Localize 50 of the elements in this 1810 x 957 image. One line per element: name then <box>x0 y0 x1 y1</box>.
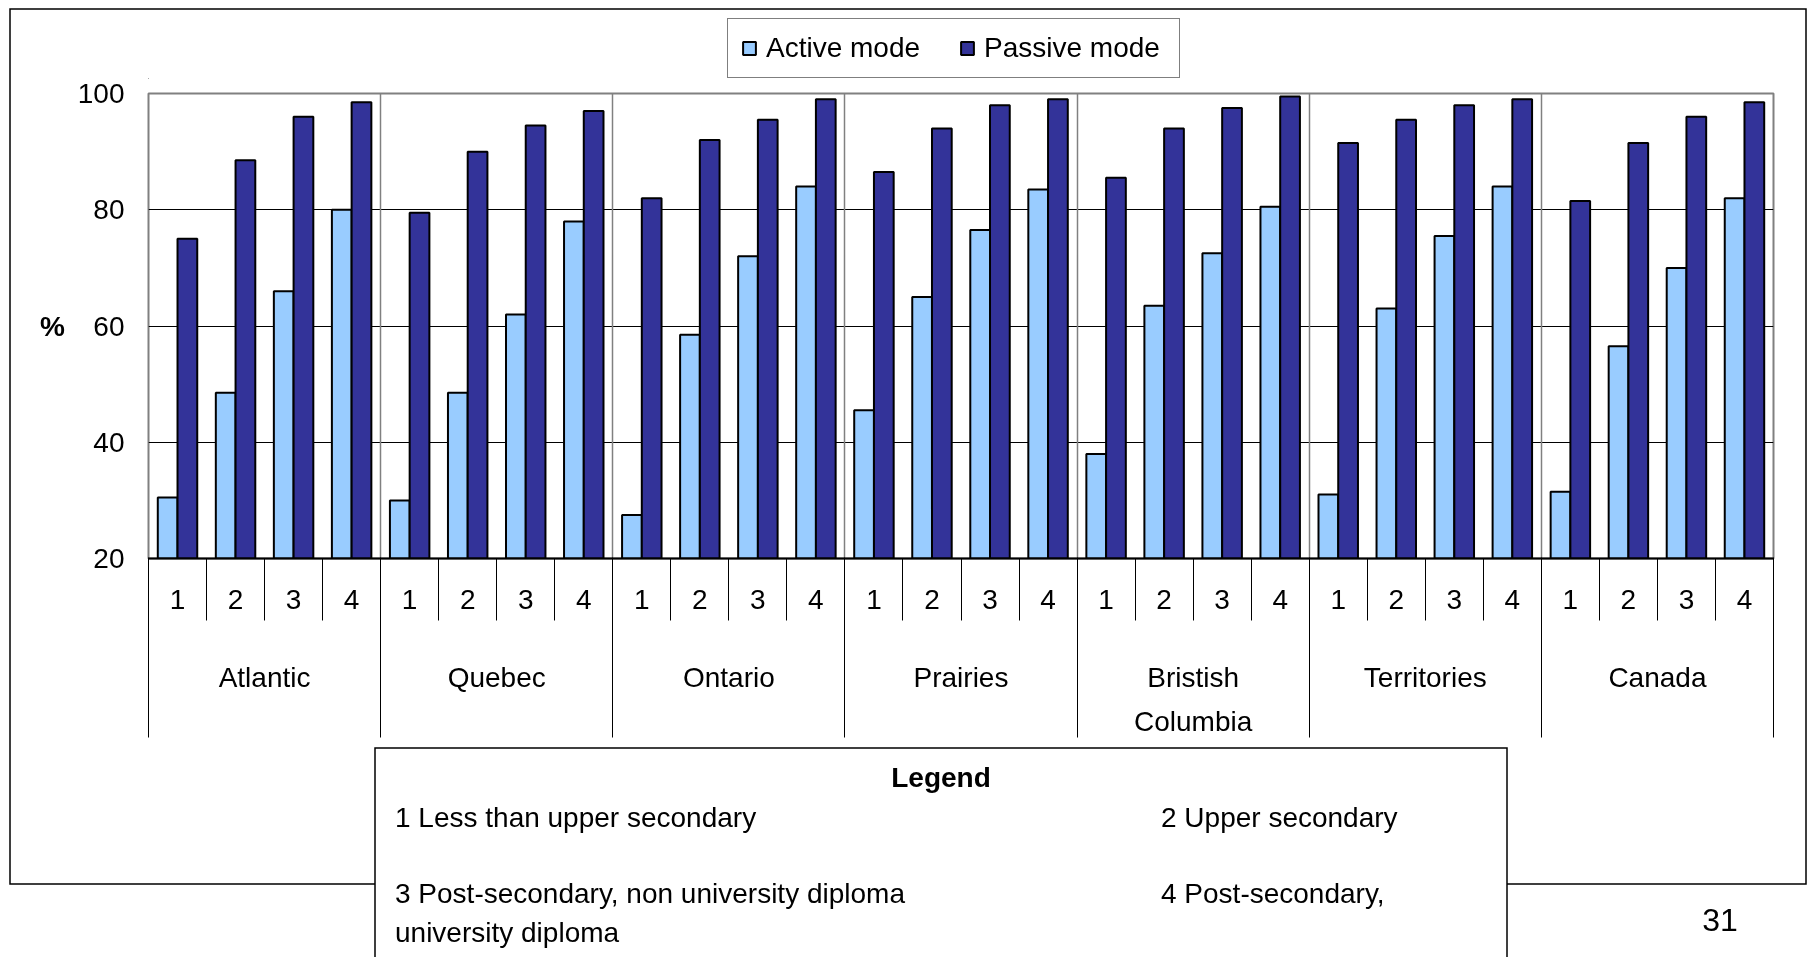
x-tick-label: 3 <box>982 583 998 615</box>
x-tick-label: 3 <box>1214 583 1230 615</box>
y-tick-label: 20 <box>93 543 125 574</box>
x-tick-label: 4 <box>343 583 360 615</box>
text: 3 Post-secondary, non university diploma <box>395 877 906 909</box>
x-tick-label: 2 <box>1620 583 1637 615</box>
y-tick-label: 40 <box>93 426 125 458</box>
text: Quebec <box>447 661 546 693</box>
text: Legend <box>891 761 991 793</box>
text: 4 Post-secondary, <box>1161 877 1385 909</box>
text: Bristish Columbia <box>1134 661 1253 737</box>
text: 2 Upper secondary <box>1161 801 1398 833</box>
x-tick-label: 1 <box>1330 583 1347 615</box>
x-tick-label: 2 <box>924 583 940 615</box>
text: Prairies <box>913 661 1009 693</box>
text: 1 Less than upper secondary <box>395 801 757 833</box>
x-tick-label: 2 <box>227 583 244 615</box>
text: Territories <box>1363 661 1487 693</box>
x-tick-label: 2 <box>692 583 708 615</box>
x-tick-label: 2 <box>1388 583 1405 615</box>
x-tick-label: 4 <box>1040 583 1056 615</box>
x-tick-label: 4 <box>1736 583 1753 615</box>
legend-label: Active mode <box>766 32 922 64</box>
text: Ontario <box>682 661 775 693</box>
x-tick-label: 3 <box>1678 583 1695 615</box>
y-tick-label: 80 <box>93 194 125 226</box>
x-tick-label: 3 <box>517 583 534 615</box>
y-axis-title: % <box>39 310 65 342</box>
x-tick-label: 1 <box>401 583 418 615</box>
text: 31 <box>1702 902 1738 938</box>
x-tick-label: 3 <box>285 583 302 615</box>
x-tick-label: 1 <box>1098 583 1114 615</box>
x-tick-label: 4 <box>1272 583 1288 615</box>
x-tick-label: 4 <box>575 583 592 615</box>
text: university diploma <box>395 916 620 948</box>
x-tick-label: 1 <box>866 583 882 615</box>
x-tick-label: 4 <box>808 583 824 615</box>
y-tick-label: 60 <box>93 310 125 342</box>
x-tick-label: 2 <box>459 583 476 615</box>
x-tick-label: 3 <box>750 583 766 615</box>
x-tick-label: 2 <box>1156 583 1172 615</box>
x-tick-label: 1 <box>169 583 186 615</box>
legend-label: Passive mode <box>984 32 1161 64</box>
text: Atlantic <box>218 661 311 693</box>
x-tick-label: 1 <box>1562 583 1579 615</box>
x-tick-label: 4 <box>1504 583 1521 615</box>
text: Canada <box>1608 661 1707 693</box>
x-tick-label: 1 <box>634 583 650 615</box>
x-tick-label: 3 <box>1446 583 1463 615</box>
y-tick-label: 100 <box>77 78 125 109</box>
